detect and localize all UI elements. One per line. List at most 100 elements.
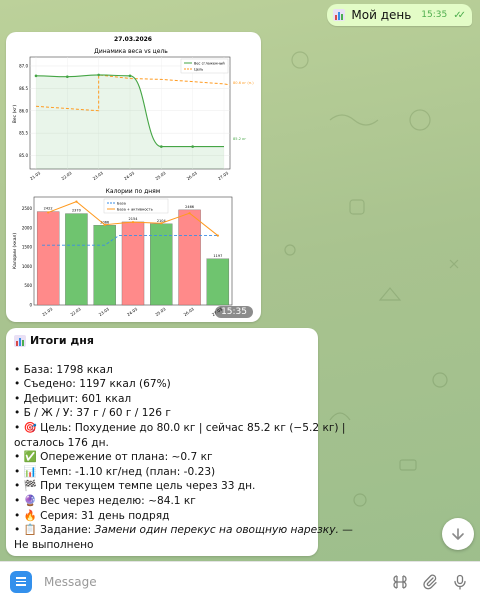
base-activity-point [188,212,191,215]
weight-point [191,145,194,148]
task-italic: Замени один перекус на овощную нарезку. [94,524,339,537]
calorie-y-ticks: 0 500 1000 1500 2000 2500 [22,206,33,307]
image-date-header: 27.03.2026 [114,36,152,43]
weight-point [97,73,100,77]
weight-y-tick-label: 87.0 [19,63,28,68]
base-activity-points [47,200,219,237]
weight-x-tick-label: 22.03 [60,170,73,181]
weight-legend-weight: Вес сглаженный [194,62,225,66]
message-composer [0,561,480,601]
calorie-bar [121,221,145,306]
read-checkmarks-icon: ✓✓ [453,9,466,21]
weight-y-tick-label: 85.5 [19,131,28,136]
target-series-line [35,74,231,112]
base-series-line [42,235,218,246]
summary-message[interactable]: Итоги дня • База: 1798 ккал • Съедено: 1… [6,328,353,556]
weight-x-tick-label: 23.03 [92,170,105,181]
calorie-bar-label: 2422 [44,207,53,211]
calorie-bar-label: 2104 [157,219,167,223]
base-activity-point [216,234,219,237]
calorie-bar-label: 2370 [72,209,81,213]
paperclip-icon [423,574,437,589]
bar-chart-icon [14,335,26,348]
image-message-time: 15:35 [215,306,253,318]
weight-x-tick-label: 24.03 [123,170,136,181]
scroll-down-button[interactable] [442,518,474,550]
summary-line: • 🎯 Цель: Похудение до 80.0 кг | сейчас … [14,421,346,434]
calorie-x-tick-label: 23.03 [98,306,111,317]
calorie-bar [206,258,230,306]
base-activity-point [103,223,106,226]
base-activity-point [47,211,50,214]
menu-button[interactable] [10,570,32,593]
summary-line: • Съедено: 1197 ккал (67%) [14,378,171,391]
message-input[interactable] [44,574,380,589]
summary-line: • 🔥 Серия: 31 день подряд [14,509,170,522]
chevron-down-icon [452,528,464,540]
weight-y-tick-label: 86.0 [19,108,28,113]
outgoing-message-text: Мой день [351,8,412,22]
base-activity-point [131,220,135,224]
calorie-y-tick-label: 2000 [22,225,33,230]
weight-chart-area-fill [36,74,224,169]
calorie-y-tick-label: 500 [24,283,32,288]
weight-end-label-weight: 85.2 кг [233,137,246,141]
image-message[interactable]: 27.03.2026 Динамика веса vs цель 85.0 85.… [6,32,261,322]
weight-x-ticks: 21.03 22.03 23.03 24.03 25.03 26.03 27.03 [29,170,230,181]
outgoing-message[interactable]: Мой день 15:35 ✓✓ [327,4,472,26]
summary-line: • База: 1798 ккал [14,363,113,376]
calorie-y-tick-label: 1000 [22,264,33,269]
summary-line: Не выполнено [14,538,94,551]
base-activity-point [160,222,163,225]
calorie-bar-label: 2466 [185,205,194,209]
voice-button[interactable] [450,572,470,592]
calorie-y-tick-label: 0 [29,303,32,308]
weight-point [66,75,69,79]
charts-image[interactable]: 27.03.2026 Динамика веса vs цель 85.085.… [6,32,261,322]
weight-point [128,74,132,78]
commands-button[interactable] [390,572,410,592]
weight-y-axis-label: Вес (кг) [12,105,18,124]
calorie-y-tick-label: 1500 [22,245,33,250]
bar-chart-icon [333,9,346,21]
weight-end-label-target: 80.6 кг (н.) [233,81,254,85]
weight-y-ticks: 85.0 85.5 86.0 86.5 87.0 [19,63,28,158]
weight-y-tick-label: 86.5 [19,86,28,91]
summary-task-line: • 📋 Задание: Замени один перекус на овощ… [14,523,353,538]
weight-y-tick-label: 85.0 [19,153,28,158]
weight-point [160,145,163,148]
calorie-bars: 2422 2370 2066 2154 2104 2466 1197 [36,205,230,306]
calorie-x-tick-label: 21.03 [41,306,54,317]
weight-points [34,73,194,148]
weight-chart-title: Динамика веса vs цель [94,48,168,55]
weight-legend: Вес сглаженный Цель [180,58,229,74]
calorie-y-tick-label: 2500 [22,206,33,211]
weight-legend-target: Цель [194,68,203,72]
calorie-bar [36,211,60,306]
calorie-x-ticks: 21.03 22.03 23.03 24.03 25.03 26.03 27.03 [41,306,223,317]
weight-point [34,74,38,78]
calorie-y-axis-label: Калории (ккал) [12,233,18,270]
calorie-bar-label: 2154 [129,217,139,221]
weight-x-tick-label: 25.03 [154,170,167,181]
summary-line: • 🏁 При текущем темпе цель через 33 дн. [14,480,256,493]
attach-button[interactable] [420,572,440,592]
task-prefix: • 📋 Задание: [14,524,95,537]
summary-line: осталось 176 дн. [14,436,109,449]
summary-line: • Б / Ж / У: 37 г / 60 г / 126 г [14,407,171,420]
summary-title: Итоги дня [30,334,94,347]
command-icon [393,574,407,589]
calorie-x-tick-label: 26.03 [183,306,196,317]
calorie-bar [178,209,201,306]
outgoing-message-time: 15:35 [421,10,448,20]
calorie-bar-label: 1197 [213,254,222,258]
weight-x-tick-label: 27.03 [217,170,230,181]
summary-line: • Дефицит: 601 ккал [14,392,132,405]
calorie-chart-title: Калории по дням [106,188,161,195]
microphone-icon [454,574,466,590]
calorie-x-tick-label: 22.03 [69,306,82,317]
calorie-x-tick-label: 24.03 [126,306,139,317]
calorie-legend-base: База [117,202,126,206]
calorie-bar-label: 2066 [100,220,109,224]
